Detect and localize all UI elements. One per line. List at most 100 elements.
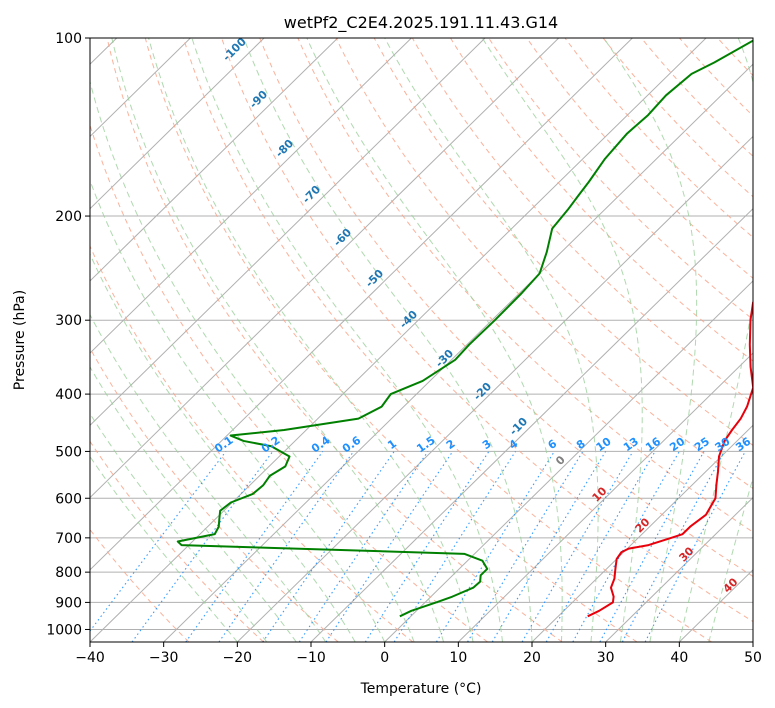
- dry-adiabat-label: -50: [363, 267, 386, 290]
- y-tick-label: 900: [55, 595, 82, 611]
- y-tick-label: 600: [55, 491, 82, 507]
- mixing-ratio-line: [364, 451, 490, 642]
- dry-adiabat: [717, 38, 753, 77]
- y-tick-label: 800: [55, 565, 82, 581]
- x-tick-label: 0: [380, 650, 389, 666]
- isotherm-line: [457, 352, 753, 642]
- moist-adiabat: [603, 38, 698, 642]
- isotherm-line: [90, 38, 560, 499]
- isotherm-line: [90, 38, 633, 571]
- mixing-ratio-line: [599, 451, 705, 642]
- isotherm-line: [236, 135, 753, 642]
- y-tick-label: 200: [55, 209, 82, 225]
- y-tick-label: 700: [55, 531, 82, 547]
- y-tick-label: 500: [55, 444, 82, 460]
- y-axis-label: Pressure (hPa): [12, 290, 28, 390]
- isotherm-line: [90, 38, 339, 282]
- isotherm-line: [310, 207, 753, 642]
- dry-adiabat: [90, 347, 339, 642]
- mixing-ratio-line: [218, 451, 355, 642]
- dewpoint-profile: [176, 39, 753, 618]
- y-tick-label: 400: [55, 387, 82, 403]
- y-tick-label: 300: [55, 313, 82, 329]
- plot-frame: [89, 37, 754, 643]
- isotherm-line: [90, 38, 265, 210]
- moist-adiabat: [306, 38, 563, 642]
- dry-adiabat-label: -30: [433, 347, 456, 370]
- dry-adiabat-label: 10: [590, 484, 610, 504]
- moist-adiabat: [90, 412, 268, 642]
- dry-adiabat: [90, 244, 414, 642]
- mixing-ratio-line: [393, 451, 517, 642]
- y-tick-label: 100: [55, 31, 82, 47]
- moist-adiabat: [90, 179, 386, 642]
- isotherm-line: [384, 280, 753, 642]
- moist-adiabat: [481, 38, 643, 642]
- mixing-ratio-line: [435, 451, 555, 642]
- moist-adiabat: [678, 38, 753, 642]
- mixing-ratio-line: [467, 451, 584, 642]
- dry-adiabat: [756, 38, 775, 642]
- mixing-ratio-line: [90, 451, 227, 632]
- dry-adiabat-label: -60: [331, 226, 354, 249]
- mixing-ratio-label: 0.4: [309, 433, 333, 455]
- moist-adiabat: [384, 38, 599, 642]
- x-axis-label: Temperature (°C): [360, 681, 482, 697]
- dry-adiabat-label: 30: [677, 544, 697, 564]
- dry-adiabat-label: -80: [273, 137, 296, 160]
- mixing-ratio-line: [644, 451, 746, 642]
- mixing-ratio-line: [545, 451, 656, 642]
- chart-title: wetPf2_C2E4.2025.191.11.43.G14: [284, 13, 558, 33]
- dry-adiabat-label: -70: [300, 183, 323, 206]
- dry-adiabat-label: 40: [721, 575, 741, 595]
- mixing-ratio-label: 6: [546, 437, 560, 452]
- mixing-ratio-label: 0.6: [340, 433, 364, 455]
- x-tick-label: −20: [223, 650, 253, 666]
- dry-adiabat-label: -100: [220, 35, 249, 64]
- x-tick-label: −30: [149, 650, 179, 666]
- moist-adiabat: [191, 38, 504, 642]
- isotherm-line: [90, 38, 412, 354]
- dry-adiabat-label: 20: [633, 515, 653, 535]
- x-tick-label: 20: [523, 650, 541, 666]
- dry-adiabat: [182, 38, 712, 642]
- dry-adiabat-label: -40: [397, 308, 420, 331]
- moist-adiabat: [90, 455, 238, 642]
- mixing-ratio-label: 1.5: [414, 434, 437, 456]
- moist-adiabat: [148, 38, 474, 642]
- mixing-ratio-line: [491, 451, 607, 642]
- moist-adiabat: [708, 475, 753, 642]
- dry-adiabat: [106, 38, 563, 642]
- mixing-ratio-label: 2: [444, 437, 458, 452]
- isotherm-line: [605, 496, 753, 642]
- dry-adiabat-label: -10: [507, 415, 530, 438]
- x-tick-label: 50: [744, 650, 762, 666]
- moist-adiabat: [90, 79, 415, 642]
- dry-adiabat: [411, 38, 753, 404]
- dry-adiabat-label: -20: [471, 380, 494, 403]
- dry-adiabat-label: 0: [553, 453, 568, 468]
- moist-adiabat: [243, 38, 533, 642]
- mixing-ratio-label: 3: [480, 437, 494, 452]
- x-tick-label: 30: [597, 650, 615, 666]
- mixing-ratio-line: [572, 451, 680, 642]
- dry-adiabat: [373, 38, 753, 447]
- dry-adiabat: [640, 38, 753, 157]
- moist-adiabat: [90, 253, 356, 642]
- dry-adiabat: [335, 38, 753, 490]
- isotherm-line: [90, 38, 191, 138]
- x-tick-label: −10: [296, 650, 326, 666]
- isotherm-line: [163, 63, 753, 642]
- x-tick-label: 40: [670, 650, 688, 666]
- mixing-ratio-line: [521, 451, 634, 642]
- temperature-profile: [587, 300, 753, 618]
- isotherm-line: [752, 641, 753, 642]
- dry-adiabat: [259, 38, 753, 578]
- x-tick-label: 10: [449, 650, 467, 666]
- x-tick-label: −40: [75, 650, 105, 666]
- y-tick-label: 1000: [46, 622, 82, 638]
- dry-adiabat: [526, 38, 753, 279]
- isotherm-line: [531, 424, 753, 642]
- isotherm-line: [90, 38, 486, 427]
